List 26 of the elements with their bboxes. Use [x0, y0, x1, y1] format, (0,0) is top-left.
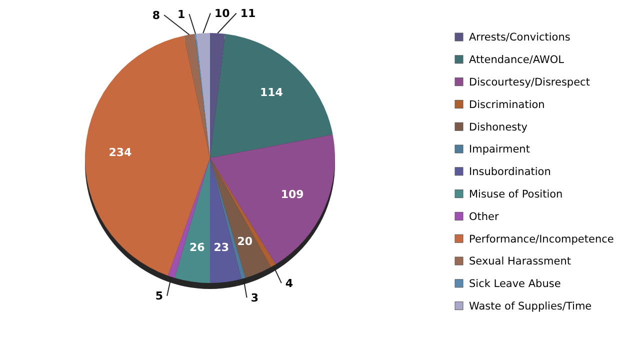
legend-label: Dishonesty: [469, 121, 528, 134]
data-label: 26: [189, 240, 206, 254]
data-label: 11: [240, 7, 256, 20]
legend-label: Insubordination: [469, 166, 551, 178]
data-label: 1: [178, 8, 186, 21]
legend-label: Arrests/Convictions: [469, 32, 570, 44]
legend-label: Other: [469, 210, 500, 223]
data-label: 109: [280, 188, 304, 202]
data-label: 10: [214, 7, 230, 20]
data-label: 5: [155, 290, 164, 303]
data-label: 4: [285, 276, 294, 290]
legend-label: Sick Leave Abuse: [469, 278, 561, 290]
data-label: 23: [214, 241, 230, 254]
legend-label: Misuse of Position: [469, 188, 563, 200]
data-label: 114: [260, 86, 284, 100]
legend-label: Waste of Supplies/Time: [469, 300, 592, 312]
legend-label: Attendance/AWOL: [469, 54, 564, 66]
data-label: 20: [237, 234, 253, 248]
data-label: 234: [108, 146, 132, 159]
legend-label: Sexual Harassment: [469, 256, 571, 268]
legend-label: Performance/Incompetence: [469, 233, 614, 246]
legend-label: Discrimination: [469, 98, 545, 111]
data-label: 3: [250, 292, 258, 305]
data-label: 8: [152, 8, 160, 22]
legend-label: Discourtesy/Disrespect: [469, 76, 590, 88]
legend-label: Impairment: [469, 144, 530, 156]
